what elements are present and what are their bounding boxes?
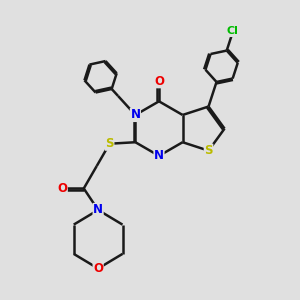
Text: N: N bbox=[154, 149, 164, 162]
Text: O: O bbox=[93, 262, 103, 275]
Text: N: N bbox=[93, 203, 103, 217]
Text: Cl: Cl bbox=[227, 26, 239, 37]
Text: O: O bbox=[57, 182, 67, 195]
Text: O: O bbox=[154, 75, 164, 88]
Text: S: S bbox=[204, 144, 213, 157]
Text: S: S bbox=[105, 137, 114, 150]
Text: N: N bbox=[130, 109, 140, 122]
